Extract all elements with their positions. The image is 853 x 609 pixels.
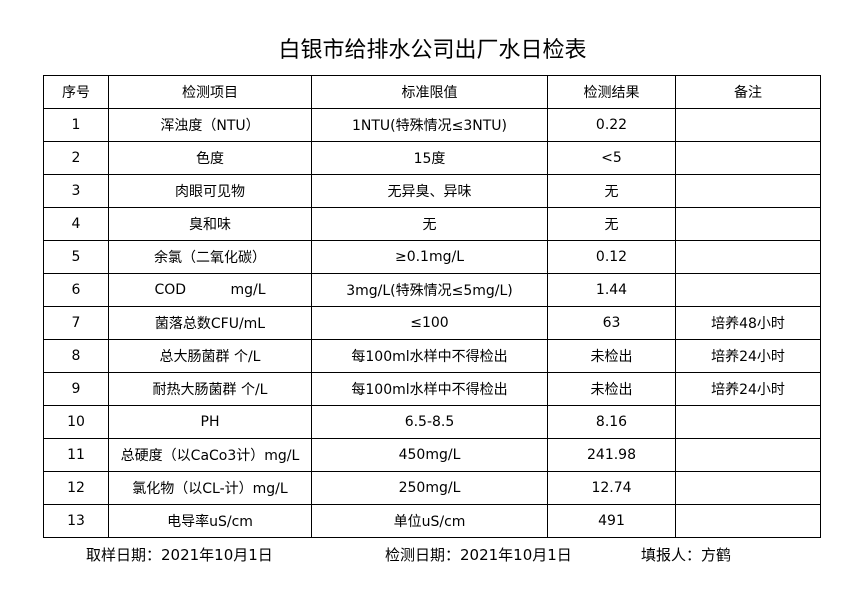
cell-result: 未检出 — [547, 372, 676, 406]
empty-cell — [675, 141, 821, 175]
cell-no: 5 — [43, 240, 109, 274]
cell-limit: 250mg/L — [311, 471, 548, 505]
cell-item: 浑浊度（NTU） — [108, 108, 312, 142]
cell-limit: 无异臭、异味 — [311, 174, 548, 208]
cell-result: 491 — [547, 504, 676, 538]
table-row: 13 电导率uS/cm 单位uS/cm 491 — [43, 504, 821, 538]
cell-limit: 无 — [311, 207, 548, 241]
cell-limit: 单位uS/cm — [311, 504, 548, 538]
sample-date: 取样日期：2021年10月1日 — [86, 546, 273, 564]
table-row: 7 菌落总数CFU/mL ≤100 63 培养48小时 — [43, 306, 821, 340]
cell-no: 4 — [43, 207, 109, 241]
cell-limit: 6.5-8.5 — [311, 405, 548, 439]
empty-cell — [675, 471, 821, 505]
cell-limit: 每100ml水样中不得检出 — [311, 372, 548, 406]
cell-limit: ≥0.1mg/L — [311, 240, 548, 274]
cell-limit: 1NTU(特殊情况≤3NTU) — [311, 108, 548, 142]
column-header: 检测结果 — [547, 75, 676, 109]
column-header: 标准限值 — [311, 75, 548, 109]
empty-cell — [675, 405, 821, 439]
cell-result: 1.44 — [547, 273, 676, 307]
cell-result: 0.12 — [547, 240, 676, 274]
cell-item: 总大肠菌群 个/L — [108, 339, 312, 373]
empty-cell — [675, 207, 821, 241]
cell-item: 总硬度（以CaCo3计）mg/L — [108, 438, 312, 472]
cell-limit: 15度 — [311, 141, 548, 175]
cell-limit: 3mg/L(特殊情况≤5mg/L) — [311, 273, 548, 307]
cell-no: 9 — [43, 372, 109, 406]
table-row: 1 浑浊度（NTU） 1NTU(特殊情况≤3NTU) 0.22 — [43, 108, 821, 142]
column-header: 备注 — [675, 75, 821, 109]
cell-no: 12 — [43, 471, 109, 505]
table-row: 3 肉眼可见物 无异臭、异味无 — [43, 174, 821, 208]
cell-result: 0.22 — [547, 108, 676, 142]
empty-cell — [675, 108, 821, 142]
cell-limit: 450mg/L — [311, 438, 548, 472]
cell-item: COD mg/L — [108, 273, 312, 307]
cell-no: 13 — [43, 504, 109, 538]
cell-limit: ≤100 — [311, 306, 548, 340]
cell-no: 1 — [43, 108, 109, 142]
empty-cell — [675, 273, 821, 307]
cell-result: 未检出 — [547, 339, 676, 373]
cell-item: 色度 — [108, 141, 312, 175]
cell-result: <5 — [547, 141, 676, 175]
empty-cell — [675, 438, 821, 472]
test-date: 检测日期：2021年10月1日 — [385, 546, 572, 564]
table-row: 9 耐热大肠菌群 个/L 每100ml水样中不得检出 未检出 培养24小时 — [43, 372, 821, 406]
cell-item: 耐热大肠菌群 个/L — [108, 372, 312, 406]
cell-item: 臭和味 — [108, 207, 312, 241]
empty-cell — [675, 504, 821, 538]
table-row: 6 COD mg/L 3mg/L(特殊情况≤5mg/L) 1.44 — [43, 273, 821, 307]
cell-item: PH — [108, 405, 312, 439]
table-row: 11 总硬度（以CaCo3计）mg/L 450mg/L 241.98 — [43, 438, 821, 472]
cell-result: 12.74 — [547, 471, 676, 505]
empty-cell — [675, 174, 821, 208]
header-row: 序号 检测项目 标准限值 检测结果 备注 — [43, 75, 821, 109]
cell-result: 63 — [547, 306, 676, 340]
table-row: 8 总大肠菌群 个/L 每100ml水样中不得检出 未检出 培养24小时 — [43, 339, 821, 373]
cell-no: 7 — [43, 306, 109, 340]
column-header: 检测项目 — [108, 75, 312, 109]
table-row: 10 PH 6.5-8.5 8.16 — [43, 405, 821, 439]
cell-no: 6 — [43, 273, 109, 307]
table-row: 2 色度 15度 <5 — [43, 141, 821, 175]
inspection-table: 序号 检测项目 标准限值 检测结果 备注 1 浑浊度（NTU） 1NTU(特殊情况≤3NTU… — [43, 75, 821, 538]
title: 白银市给排水公司出厂水日检表 — [278, 38, 587, 63]
cell-remark: 培养48小时 — [675, 306, 821, 340]
table-row: 5 余氯（二氧化碳） ≥0.1mg/L 0.12 — [43, 240, 821, 274]
table-row: 4 臭和味无无 — [43, 207, 821, 241]
cell-no: 2 — [43, 141, 109, 175]
empty-cell — [675, 240, 821, 274]
cell-limit: 每100ml水样中不得检出 — [311, 339, 548, 373]
cell-result: 无 — [547, 174, 676, 208]
cell-remark: 培养24小时 — [675, 339, 821, 373]
cell-result: 无 — [547, 207, 676, 241]
cell-result: 8.16 — [547, 405, 676, 439]
cell-item: 肉眼可见物 — [108, 174, 312, 208]
cell-no: 8 — [43, 339, 109, 373]
table-row: 12 氯化物（以CL-计）mg/L 250mg/L 12.74 — [43, 471, 821, 505]
cell-item: 菌落总数CFU/mL — [108, 306, 312, 340]
cell-remark: 培养24小时 — [675, 372, 821, 406]
cell-no: 11 — [43, 438, 109, 472]
reporter: 填报人：方鹤 — [641, 546, 732, 564]
cell-item: 氯化物（以CL-计）mg/L — [108, 471, 312, 505]
cell-item: 电导率uS/cm — [108, 504, 312, 538]
cell-no: 10 — [43, 405, 109, 439]
column-header: 序号 — [43, 75, 109, 109]
cell-result: 241.98 — [547, 438, 676, 472]
cell-item: 余氯（二氧化碳） — [108, 240, 312, 274]
cell-no: 3 — [43, 174, 109, 208]
